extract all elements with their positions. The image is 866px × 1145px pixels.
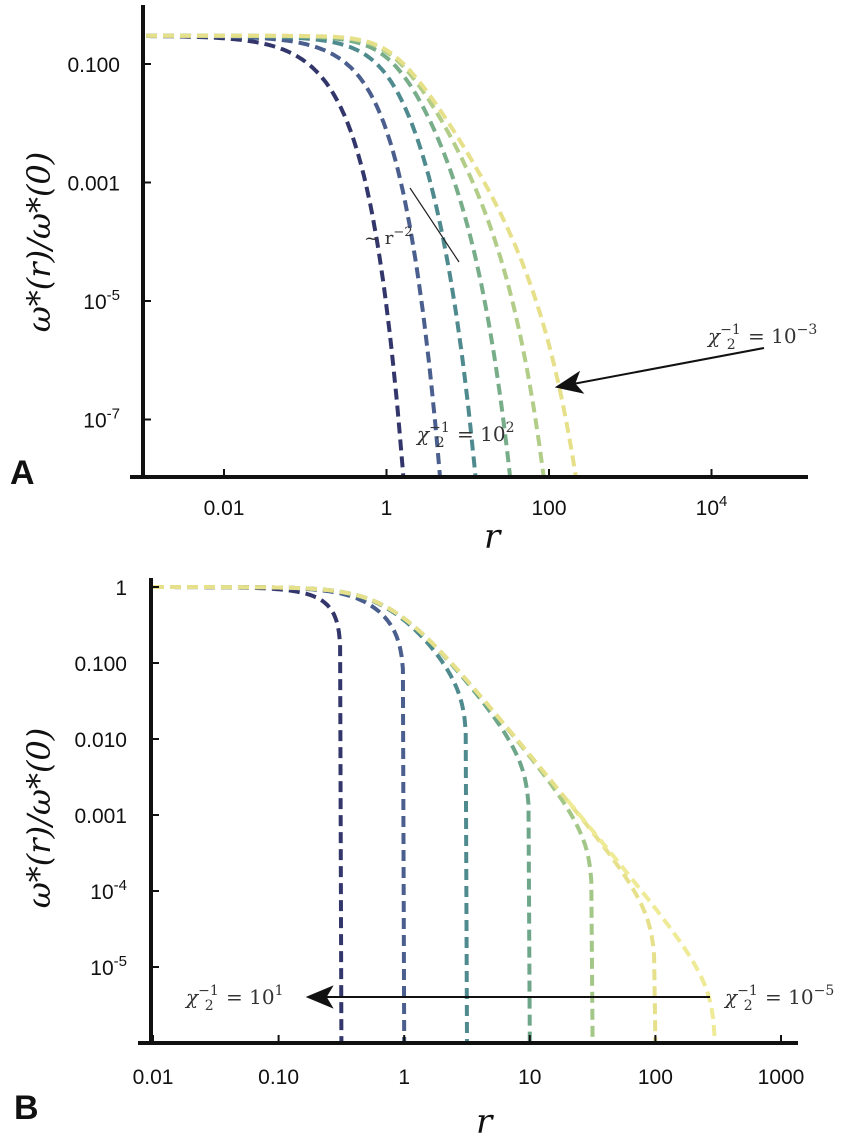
panel-b-x-tick-label: 0.10 [258,1066,299,1089]
panel-b-x-tick-label: 1000 [758,1066,805,1089]
chi-sub: 2 [436,435,445,451]
panel-a-x-tick-label: 100 [531,497,566,520]
panel-b-arrow-end-label: χ−1 2 = 101 [184,983,284,1014]
chi-symbol: χ [723,985,739,1009]
panel-b-ticks: 0.01 0.10 1 10 100 1000 1 0.100 0.010 0.001 10-4 10… [74,577,804,1089]
chi-exp: 2 [506,420,515,436]
chi-eq: = 10 [451,422,506,446]
chi-symbol: χ [184,985,200,1009]
chi-sup: −1 [737,983,758,999]
panel-b-y-tick-label: 0.010 [74,729,127,752]
panel-b: 0.01 0.10 1 10 100 1000 1 0.100 0.010 0.001 10-4 10… [14,577,834,1142]
panel-a-y-tick-label: 0.001 [67,173,120,196]
chi-sub: 2 [727,337,736,353]
panel-a: 0.01 1 100 104 0.100 0.001 10-5 10-7 A r ω*(r)/… [10,5,817,557]
panel-b-ylabel: ω*(r)/ω*(0) [20,728,58,909]
panel-a-series-1 [146,34,406,478]
panel-b-y-tick-label: 0.001 [74,805,127,828]
panel-a-arrow [554,347,765,394]
panel-a-y-tick-label: 0.100 [67,54,120,77]
panel-b-x-tick-label: 10 [518,1066,541,1089]
panel-a-series-3 [146,33,478,478]
panel-b-x-tick-label: 0.01 [133,1066,174,1089]
chi-sub: 2 [744,998,753,1014]
chi-sup: −1 [429,420,450,436]
chi-eq: = 10 [220,985,275,1009]
panel-a-arrow-end-label: χ−1 2 = 102 [415,420,515,451]
panel-b-xlabel: r [476,1102,494,1142]
chi-sup: −1 [198,983,219,999]
chi-symbol: χ [415,422,431,446]
panel-b-y-tick-label: 10-4 [90,877,127,904]
panel-b-arrow-start-label: χ−1 2 = 10−5 [723,983,834,1014]
panel-b-x-tick-label: 100 [638,1066,673,1089]
panel-a-x-tick-label: 0.01 [204,497,245,520]
panel-a-series-6 [146,33,578,478]
chi-sup: −1 [720,322,741,338]
panel-a-label: A [10,454,35,492]
panel-a-x-tick-label: 104 [696,493,728,520]
chi-symbol: χ [706,324,722,348]
chi-eq: = 10 [759,985,814,1009]
panel-b-y-tick-label: 0.100 [74,653,127,676]
panel-b-x-tick-label: 1 [398,1066,410,1089]
panel-a-curves [146,33,578,478]
slope-annotation-exp: −2 [393,225,412,240]
panel-b-y-tick-label: 1 [115,577,127,600]
panel-a-y-tick-label: 10-5 [83,287,120,314]
panel-b-series-envelope [565,799,718,1044]
chi-eq: = 10 [742,324,797,348]
panel-b-series-1 [153,585,344,1044]
slope-guide-line [409,187,460,263]
chi-exp: −3 [797,322,818,338]
panel-b-y-tick-label: 10-5 [90,953,127,980]
panel-b-curves [153,585,718,1044]
panel-a-x-tick-label: 1 [381,497,393,520]
chi-sub: 2 [205,998,214,1014]
panel-b-series-3 [153,585,469,1044]
panel-a-ylabel: ω*(r)/ω*(0) [20,152,58,333]
slope-annotation-text: ~ r [364,228,394,249]
panel-a-ticks: 0.01 1 100 104 0.100 0.001 10-5 10-7 [67,54,727,520]
panel-b-label: B [14,1089,39,1127]
panel-a-arrow-start-label: χ−1 2 = 10−3 [706,322,817,353]
chi-exp: −5 [814,983,835,999]
panel-a-series-5 [146,33,546,478]
panel-b-series-6 [153,585,658,1044]
panel-b-series-2 [153,585,407,1044]
panel-a-y-tick-label: 10-7 [83,406,120,433]
panel-a-xlabel: r [484,517,502,557]
slope-annotation: ~ r−2 [364,225,413,249]
chi-exp: 1 [275,983,284,999]
